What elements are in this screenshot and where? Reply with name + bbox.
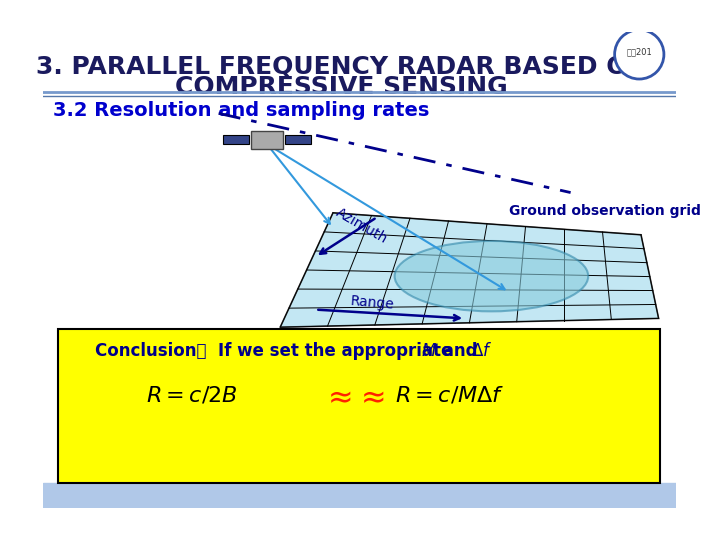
- Bar: [58, 329, 660, 483]
- Text: Azimuth: Azimuth: [333, 206, 390, 246]
- Circle shape: [615, 30, 664, 79]
- Bar: [42, 483, 676, 508]
- Bar: [251, 131, 283, 148]
- Bar: [223, 136, 249, 144]
- Text: COMPRESSIVE SENSING: COMPRESSIVE SENSING: [176, 75, 508, 99]
- Text: and: and: [437, 342, 483, 360]
- Text: $R = c/M\Delta f$: $R = c/M\Delta f$: [395, 384, 504, 407]
- Bar: [284, 136, 311, 144]
- Text: 3.2 Resolution and sampling rates: 3.2 Resolution and sampling rates: [53, 101, 430, 120]
- Text: Range: Range: [350, 294, 395, 312]
- Text: $\Delta f$: $\Delta f$: [471, 342, 492, 360]
- Polygon shape: [280, 213, 659, 327]
- Text: Ground observation grid: Ground observation grid: [509, 204, 701, 218]
- Text: $\approx\!\approx$: $\approx\!\approx$: [323, 382, 385, 411]
- Text: Conclusion：  If we set the appropriate: Conclusion： If we set the appropriate: [95, 342, 459, 360]
- Text: 3. PARALLEL FREQUENCY RADAR BASED ON: 3. PARALLEL FREQUENCY RADAR BASED ON: [35, 55, 648, 78]
- Text: 北航201: 北航201: [626, 47, 652, 56]
- Text: $M$: $M$: [421, 342, 437, 360]
- Bar: [42, 32, 676, 156]
- Text: $R = c/2B$: $R = c/2B$: [146, 384, 238, 407]
- Ellipse shape: [395, 241, 588, 312]
